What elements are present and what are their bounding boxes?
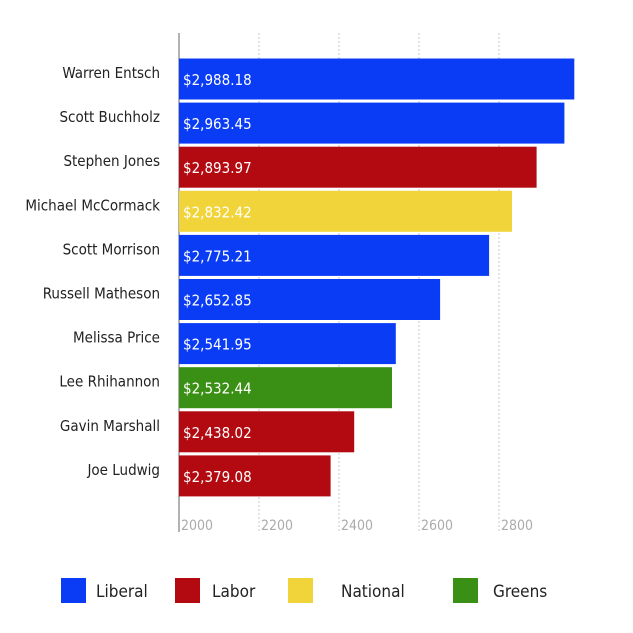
bar-9 [179, 455, 331, 497]
x-tick-label-2000: 2000 [181, 518, 213, 534]
bar-value-label-6: $2,541.95 [183, 336, 252, 354]
category-label-4: Scott Morrison [63, 240, 160, 258]
category-labels: Warren Entsch Scott Buchholz Stephen Jones… [25, 64, 160, 479]
bar-value-label-4: $2,775.21 [183, 247, 252, 265]
bar-value-label-9: $2,379.08 [183, 468, 252, 486]
category-label-5: Russell Matheson [43, 285, 160, 303]
x-tick-label-2200: 2200 [261, 518, 293, 534]
bar-value-label-7: $2,532.44 [183, 380, 252, 398]
bar-7 [179, 367, 392, 409]
legend-swatch-national [288, 578, 313, 603]
legend-swatch-labor [175, 578, 200, 603]
bar-value-label-5: $2,652.85 [183, 292, 252, 310]
bars-group: $2,988.18 $2,963.45 $2,893.97 $2,832.42 $2,7… [179, 58, 575, 497]
x-tick-label-2400: 2400 [341, 518, 373, 534]
bar-value-label-2: $2,893.97 [183, 159, 252, 177]
category-label-7: Lee Rhihannon [59, 373, 160, 391]
bar-value-label-0: $2,988.18 [183, 71, 252, 89]
bar-4 [179, 234, 490, 276]
bar-2 [179, 146, 537, 188]
bar-0 [179, 58, 575, 100]
category-label-1: Scott Buchholz [59, 108, 160, 126]
bar-1 [179, 102, 565, 144]
legend-label-national: National [341, 582, 405, 602]
legend: Liberal Labor National Greens [61, 578, 547, 603]
x-tick-labels: 2000 2200 2400 2600 2800 [181, 518, 533, 534]
legend-label-liberal: Liberal [96, 582, 148, 602]
category-label-0: Warren Entsch [62, 64, 160, 82]
bar-value-label-1: $2,963.45 [183, 115, 252, 133]
category-label-6: Melissa Price [73, 329, 160, 347]
x-tick-label-2800: 2800 [501, 518, 533, 534]
category-label-9: Joe Ludwig [86, 461, 160, 479]
bar-5 [179, 279, 441, 320]
legend-label-greens: Greens [493, 582, 547, 602]
bar-value-label-8: $2,438.02 [183, 424, 252, 442]
x-tick-label-2600: 2600 [421, 518, 453, 534]
bar-8 [179, 411, 355, 453]
legend-swatch-liberal [61, 578, 86, 603]
category-label-2: Stephen Jones [63, 152, 160, 170]
bar-6 [179, 323, 396, 365]
bar-3 [179, 190, 512, 232]
category-label-3: Michael McCormack [25, 196, 160, 214]
category-label-8: Gavin Marshall [60, 417, 160, 435]
legend-label-labor: Labor [212, 582, 256, 602]
bar-value-label-3: $2,832.42 [183, 203, 252, 221]
legend-swatch-greens [453, 578, 478, 603]
